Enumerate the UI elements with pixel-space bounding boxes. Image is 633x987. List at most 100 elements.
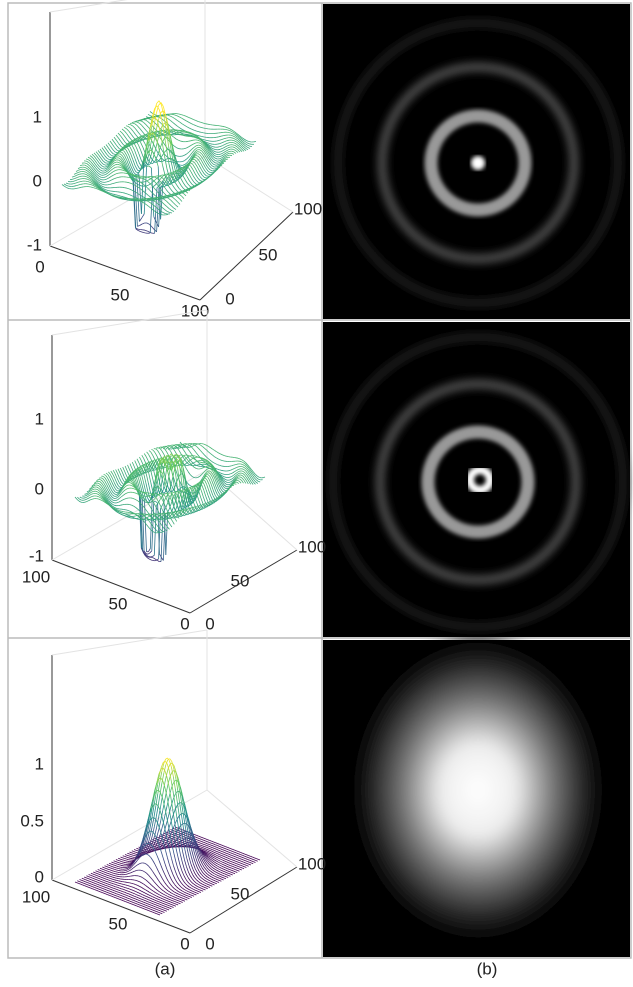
mesh-line xyxy=(86,497,88,498)
mesh-line xyxy=(213,491,215,496)
mesh-line xyxy=(200,177,202,180)
mesh-line xyxy=(242,859,244,860)
mesh-line xyxy=(217,882,219,883)
mesh-line xyxy=(155,560,157,561)
mesh-line xyxy=(127,492,129,493)
mesh-line xyxy=(124,486,126,488)
mesh-line xyxy=(144,482,146,490)
mesh-line xyxy=(202,453,204,455)
mesh-line xyxy=(206,476,208,477)
mesh-line xyxy=(85,165,87,166)
mesh-line xyxy=(127,855,129,856)
mesh-line xyxy=(245,466,247,468)
mesh-line xyxy=(184,194,186,196)
mesh-line xyxy=(234,138,237,139)
mesh-line xyxy=(193,164,195,168)
mesh-line xyxy=(72,179,74,180)
mesh-line xyxy=(196,126,198,127)
mesh-line xyxy=(153,450,155,453)
y-tick-label: 100 xyxy=(294,199,322,218)
mesh-line xyxy=(127,471,129,476)
mesh-line xyxy=(245,473,247,475)
mesh-line xyxy=(179,117,181,118)
mesh-line xyxy=(218,147,220,148)
mesh-line xyxy=(197,131,199,132)
mesh-line xyxy=(244,867,246,868)
mesh-line xyxy=(243,465,245,466)
mesh-line xyxy=(94,157,96,160)
mesh-line xyxy=(103,189,105,190)
mesh-line xyxy=(148,122,151,124)
mesh-line xyxy=(219,874,221,875)
mesh-line xyxy=(219,154,221,155)
mesh-line xyxy=(194,467,196,468)
mesh-line xyxy=(150,495,152,496)
mesh-line xyxy=(193,869,195,873)
mesh-line xyxy=(189,135,191,136)
mesh-line xyxy=(88,157,90,158)
mesh-line xyxy=(237,147,239,149)
mesh-line xyxy=(196,835,198,836)
mesh-line xyxy=(100,181,102,182)
mesh-line xyxy=(99,163,101,166)
mesh-line xyxy=(219,140,221,141)
mesh-line xyxy=(157,131,159,132)
mesh-line xyxy=(234,858,236,859)
mesh-line xyxy=(86,172,89,174)
mesh-line xyxy=(84,498,86,499)
mesh-line xyxy=(189,128,191,129)
mesh-line xyxy=(96,171,99,174)
mesh-line xyxy=(252,861,254,862)
mesh-line xyxy=(127,143,129,144)
mesh-line xyxy=(230,129,232,130)
mesh-line xyxy=(223,147,225,148)
mesh-line xyxy=(134,506,136,507)
mesh-line xyxy=(242,478,244,480)
mesh-line xyxy=(214,854,216,855)
mesh-line xyxy=(207,884,209,885)
mesh-line xyxy=(164,197,167,198)
mesh-line xyxy=(179,448,181,449)
mesh-line xyxy=(99,484,101,486)
mesh-line xyxy=(194,148,196,150)
mesh-line xyxy=(217,845,219,846)
mesh-line xyxy=(227,143,229,144)
mesh-line xyxy=(89,494,91,495)
mesh-line xyxy=(202,871,204,874)
mesh-line xyxy=(107,178,109,179)
mesh-line xyxy=(141,162,143,214)
mesh-line xyxy=(116,470,118,474)
mesh-line xyxy=(123,467,125,471)
mesh-line xyxy=(182,161,184,162)
mesh-line xyxy=(259,479,261,480)
mesh-line xyxy=(102,148,104,151)
mesh-line xyxy=(142,455,144,459)
mesh-line xyxy=(196,839,198,840)
mesh-line xyxy=(226,866,228,867)
mesh-line xyxy=(184,450,186,453)
mesh-line xyxy=(175,448,177,449)
mesh-line xyxy=(204,867,206,870)
mesh-line xyxy=(88,493,90,494)
mesh-line xyxy=(139,185,141,186)
mesh-line xyxy=(135,461,137,465)
mesh-line xyxy=(147,525,149,527)
mesh-line xyxy=(204,840,206,841)
mesh-line xyxy=(83,169,85,170)
mesh-line xyxy=(178,202,180,205)
mesh-line xyxy=(135,166,137,170)
mesh-line xyxy=(163,835,165,836)
mesh-line xyxy=(160,454,162,458)
mesh-line xyxy=(199,872,201,875)
mesh-line xyxy=(114,137,116,140)
mesh-line xyxy=(242,467,244,468)
mesh-line xyxy=(208,848,210,849)
mesh-line xyxy=(204,848,206,849)
mesh-line xyxy=(238,471,240,472)
mesh-line xyxy=(210,851,212,852)
mesh-line xyxy=(72,176,74,177)
axis-line xyxy=(200,212,293,300)
mesh-line xyxy=(149,454,151,458)
mesh-line xyxy=(177,148,179,149)
mesh-line xyxy=(115,164,117,165)
